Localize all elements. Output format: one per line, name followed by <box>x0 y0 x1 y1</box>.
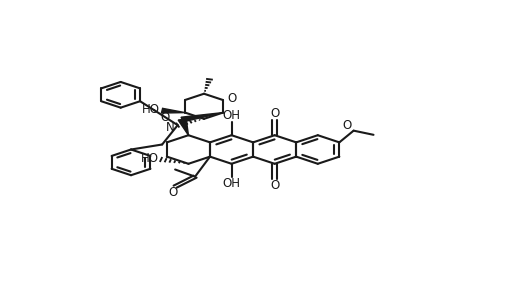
Polygon shape <box>181 113 223 122</box>
Text: O: O <box>161 111 170 124</box>
Text: OH: OH <box>223 177 241 190</box>
Text: O: O <box>270 107 279 120</box>
Text: O: O <box>228 92 237 105</box>
Polygon shape <box>178 119 188 135</box>
Text: HO: HO <box>141 103 160 116</box>
Text: O: O <box>168 186 177 199</box>
Text: O: O <box>270 179 279 192</box>
Text: HO: HO <box>140 152 159 165</box>
Text: OH: OH <box>223 109 241 122</box>
Text: O: O <box>342 119 352 132</box>
Polygon shape <box>161 108 185 113</box>
Text: N: N <box>166 121 175 134</box>
